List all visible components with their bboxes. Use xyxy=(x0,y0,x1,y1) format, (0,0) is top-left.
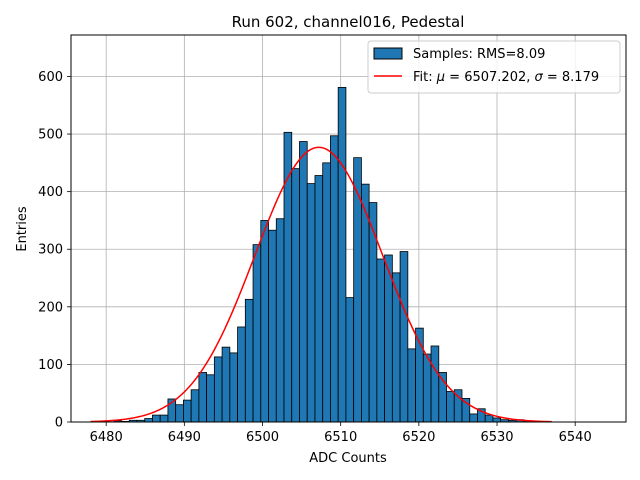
histogram-bar xyxy=(244,298,254,423)
legend: Samples: RMS=8.09 Fit: μ = 6507.202, σ =… xyxy=(367,40,621,94)
histogram-bar xyxy=(252,244,262,423)
plot-frame xyxy=(70,34,627,423)
histogram-bars xyxy=(113,87,533,423)
x-axis-label: ADC Counts xyxy=(309,451,387,466)
x-tick-label: 6540 xyxy=(559,430,592,445)
y-tick-label: 600 xyxy=(38,70,63,85)
histogram-bar xyxy=(399,251,409,423)
histogram-bar xyxy=(353,157,362,423)
x-tick-label: 6500 xyxy=(246,430,279,445)
histogram-bar xyxy=(360,183,370,423)
chart-title: Run 602, channel016, Pedestal xyxy=(232,13,465,31)
histogram-bar xyxy=(484,414,494,423)
legend-label-samples: Samples: RMS=8.09 xyxy=(413,47,545,62)
histogram-bar xyxy=(430,345,440,423)
histogram-bar xyxy=(345,297,355,423)
histogram-bar xyxy=(492,417,502,423)
histogram-bar xyxy=(314,175,324,423)
x-tick-label: 6490 xyxy=(168,430,201,445)
fit-curve xyxy=(90,146,552,423)
y-tick-label: 400 xyxy=(38,185,63,200)
y-axis-label: Entries xyxy=(15,206,30,252)
histogram-bar xyxy=(152,414,161,423)
histogram-bar xyxy=(213,356,223,423)
histogram-bar xyxy=(322,162,331,423)
x-tick-label: 6530 xyxy=(480,430,513,445)
histogram-bar xyxy=(237,326,246,423)
legend-label-fit: Fit: μ = 6507.202, σ = 8.179 xyxy=(413,70,599,85)
histogram-bar xyxy=(229,352,238,423)
histogram-bar xyxy=(291,168,300,423)
histogram-bar xyxy=(306,183,316,423)
y-tick-label: 100 xyxy=(38,358,63,373)
histogram-bar xyxy=(299,141,308,423)
x-tick-label: 6480 xyxy=(90,430,123,445)
y-tick-label: 300 xyxy=(38,243,63,258)
histogram-bar xyxy=(376,258,386,423)
legend-swatch-samples xyxy=(373,47,403,60)
histogram-bar xyxy=(330,135,339,423)
y-tick-label: 500 xyxy=(38,128,63,143)
histogram-bar xyxy=(144,418,153,423)
legend-box xyxy=(367,40,621,94)
y-tick-label: 0 xyxy=(55,416,63,431)
histogram-bar xyxy=(183,399,192,423)
histogram-bar xyxy=(446,391,455,423)
histogram-bar xyxy=(283,131,293,423)
histogram-bar xyxy=(221,346,231,423)
histogram-bar xyxy=(198,372,208,423)
histogram-bar xyxy=(407,348,416,423)
y-tick-label: 200 xyxy=(38,300,63,315)
histogram-bar xyxy=(190,389,200,423)
histogram-bar xyxy=(337,87,347,423)
x-tick-label: 6520 xyxy=(402,430,435,445)
histogram-bar xyxy=(469,413,478,423)
histogram-bar xyxy=(384,254,393,423)
histogram-bar xyxy=(159,414,169,423)
x-tick-label: 6510 xyxy=(324,430,357,445)
histogram-bar xyxy=(268,229,277,423)
x-axis: 6480 6490 6500 6510 6520 6530 6540 xyxy=(90,422,592,445)
histogram-bar xyxy=(422,353,432,423)
y-axis: 0 100 200 300 400 500 600 xyxy=(38,70,71,431)
histogram-bar xyxy=(275,218,285,423)
histogram-bar xyxy=(206,374,215,423)
histogram-bar xyxy=(260,220,269,423)
histogram-bar xyxy=(175,404,184,423)
